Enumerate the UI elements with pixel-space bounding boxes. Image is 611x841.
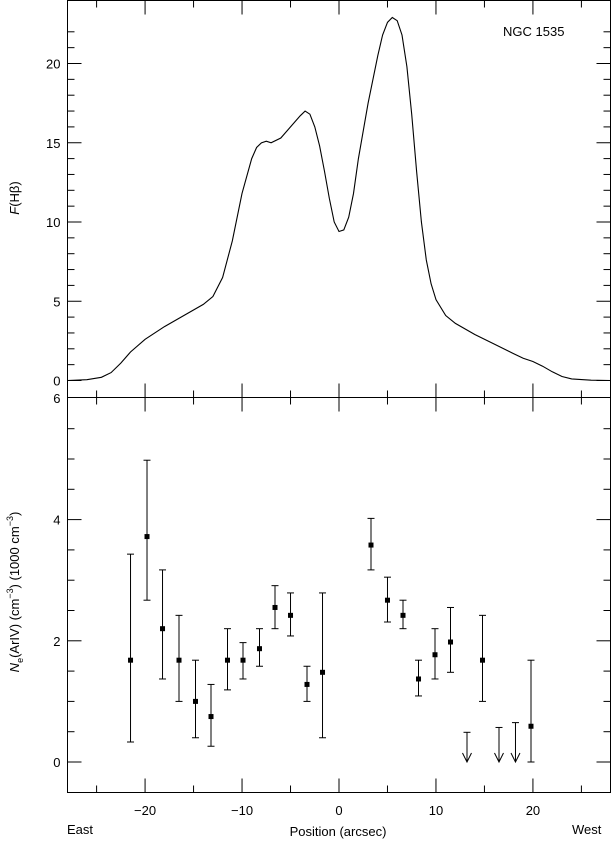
point-marker bbox=[432, 652, 438, 658]
data-point bbox=[415, 659, 423, 697]
point-marker bbox=[256, 646, 262, 652]
ylabel-sup-2: −3 bbox=[5, 516, 15, 526]
data-point bbox=[431, 628, 439, 680]
data-point bbox=[287, 592, 295, 637]
point-marker bbox=[384, 597, 390, 603]
bottom-plot-frame bbox=[67, 397, 611, 793]
west-label: West bbox=[572, 822, 602, 837]
point-marker bbox=[288, 612, 294, 618]
upper-limit-arrow bbox=[510, 722, 521, 764]
top-panel: 0 5 10 15 20 NGC 1535 F(Hβ) bbox=[7, 0, 611, 398]
point-marker bbox=[208, 714, 214, 720]
x-axis-label: Position (arcsec) bbox=[290, 824, 387, 839]
point-marker bbox=[144, 534, 150, 540]
top-y-axis-label: F(Hβ) bbox=[7, 181, 22, 214]
bottom-ytick-label: 6 bbox=[53, 391, 60, 406]
ylabel-close: ) bbox=[7, 512, 22, 516]
hbeta-flux-line bbox=[67, 16, 611, 382]
data-point bbox=[271, 585, 279, 630]
point-marker bbox=[480, 657, 486, 663]
top-ytick-label: 5 bbox=[53, 294, 60, 309]
point-marker bbox=[320, 669, 326, 675]
point-marker bbox=[368, 542, 374, 548]
data-point bbox=[527, 659, 535, 763]
data-point bbox=[223, 628, 231, 691]
upper-limit-arrow bbox=[462, 731, 472, 764]
data-point bbox=[175, 614, 183, 702]
bottom-x-tick-labels: −20 −10 0 10 20 bbox=[134, 803, 540, 818]
ylabel-mid: ) (1000 cm bbox=[7, 526, 22, 588]
point-marker bbox=[240, 657, 246, 663]
data-point bbox=[159, 569, 167, 680]
limit-arrowhead bbox=[494, 752, 504, 764]
point-marker bbox=[176, 657, 182, 663]
top-y-tick-labels: 0 5 10 15 20 bbox=[46, 57, 60, 389]
data-point bbox=[127, 553, 135, 743]
density-points bbox=[127, 459, 535, 763]
top-ylabel-inner: (Hβ) bbox=[7, 181, 22, 207]
ylabel-sup-1: −3 bbox=[5, 588, 15, 598]
limit-arrowhead bbox=[510, 752, 521, 764]
bottom-ticks bbox=[67, 397, 611, 793]
point-marker bbox=[224, 657, 230, 663]
data-point bbox=[399, 599, 407, 630]
top-ytick-label: 15 bbox=[46, 136, 60, 151]
upper-limit-arrow bbox=[494, 726, 504, 764]
ylabel-ariv: (ArIV) (cm bbox=[7, 599, 22, 658]
bottom-y-axis-label: Ne(ArIV) (cm−3) (1000 cm−3) bbox=[5, 512, 25, 673]
bottom-ytick-label: 4 bbox=[53, 513, 60, 528]
upper-limit-arrows bbox=[462, 722, 521, 764]
bottom-xtick-label: 0 bbox=[335, 803, 342, 818]
top-ytick-label: 10 bbox=[46, 215, 60, 230]
ylabel-N: N bbox=[7, 662, 22, 672]
bottom-y-tick-labels: 0 2 4 6 bbox=[53, 391, 60, 770]
point-marker bbox=[272, 604, 278, 610]
limit-arrowhead bbox=[462, 752, 472, 764]
object-label: NGC 1535 bbox=[503, 24, 564, 39]
data-point bbox=[479, 614, 487, 702]
top-ytick-label: 20 bbox=[46, 57, 60, 72]
bottom-xtick-label: 20 bbox=[526, 803, 540, 818]
ylabel-sub-e: e bbox=[15, 658, 25, 663]
bottom-xtick-label: −20 bbox=[134, 803, 156, 818]
data-point bbox=[239, 642, 247, 680]
point-marker bbox=[128, 657, 134, 663]
data-point bbox=[319, 592, 327, 739]
bottom-xtick-label: 10 bbox=[429, 803, 443, 818]
top-plot-frame bbox=[67, 0, 611, 398]
bottom-xtick-label: −10 bbox=[231, 803, 253, 818]
data-point bbox=[191, 659, 199, 739]
top-ytick-label: 0 bbox=[53, 374, 60, 389]
data-point bbox=[303, 665, 311, 702]
data-point bbox=[255, 628, 263, 667]
data-point bbox=[207, 683, 215, 747]
data-point bbox=[447, 606, 455, 673]
point-marker bbox=[400, 612, 406, 618]
data-point bbox=[143, 459, 151, 601]
point-marker bbox=[192, 698, 198, 704]
east-label: East bbox=[67, 822, 93, 837]
data-point bbox=[383, 576, 391, 623]
data-point bbox=[367, 517, 375, 571]
top-ylabel-prefix: F bbox=[7, 206, 22, 215]
bottom-ytick-label: 2 bbox=[53, 634, 60, 649]
point-marker bbox=[416, 676, 422, 682]
point-marker bbox=[448, 639, 454, 645]
top-ticks bbox=[67, 0, 611, 398]
point-marker bbox=[304, 681, 310, 687]
point-marker bbox=[160, 626, 166, 632]
bottom-ytick-label: 0 bbox=[53, 755, 60, 770]
point-marker bbox=[528, 723, 534, 729]
